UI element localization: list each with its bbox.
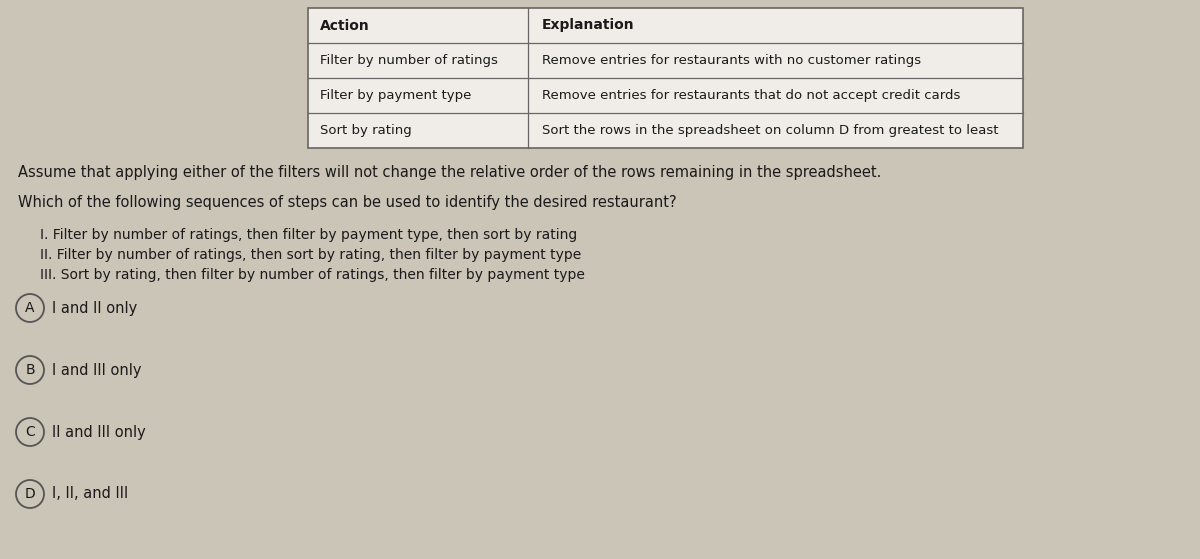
Text: Remove entries for restaurants with no customer ratings: Remove entries for restaurants with no c… — [542, 54, 922, 67]
Text: I. Filter by number of ratings, then filter by payment type, then sort by rating: I. Filter by number of ratings, then fil… — [40, 228, 577, 242]
Text: Filter by payment type: Filter by payment type — [320, 89, 472, 102]
Text: II. Filter by number of ratings, then sort by rating, then filter by payment typ: II. Filter by number of ratings, then so… — [40, 248, 581, 262]
Text: Filter by number of ratings: Filter by number of ratings — [320, 54, 498, 67]
Text: I and II only: I and II only — [52, 301, 137, 315]
Text: Which of the following sequences of steps can be used to identify the desired re: Which of the following sequences of step… — [18, 195, 677, 210]
Text: Remove entries for restaurants that do not accept credit cards: Remove entries for restaurants that do n… — [542, 89, 960, 102]
Circle shape — [16, 418, 44, 446]
Circle shape — [16, 480, 44, 508]
Text: I and III only: I and III only — [52, 362, 142, 377]
Bar — [308, 8, 1022, 148]
Circle shape — [16, 294, 44, 322]
Text: III. Sort by rating, then filter by number of ratings, then filter by payment ty: III. Sort by rating, then filter by numb… — [40, 268, 584, 282]
Text: A: A — [25, 301, 35, 315]
Text: Action: Action — [320, 18, 370, 32]
Text: Assume that applying either of the filters will not change the relative order of: Assume that applying either of the filte… — [18, 165, 881, 180]
Text: C: C — [25, 425, 35, 439]
Text: D: D — [25, 487, 35, 501]
Text: B: B — [25, 363, 35, 377]
Circle shape — [16, 356, 44, 384]
Text: II and III only: II and III only — [52, 424, 145, 439]
Text: Sort the rows in the spreadsheet on column D from greatest to least: Sort the rows in the spreadsheet on colu… — [542, 124, 998, 137]
Text: I, II, and III: I, II, and III — [52, 486, 128, 501]
Text: Explanation: Explanation — [542, 18, 635, 32]
Text: Sort by rating: Sort by rating — [320, 124, 412, 137]
